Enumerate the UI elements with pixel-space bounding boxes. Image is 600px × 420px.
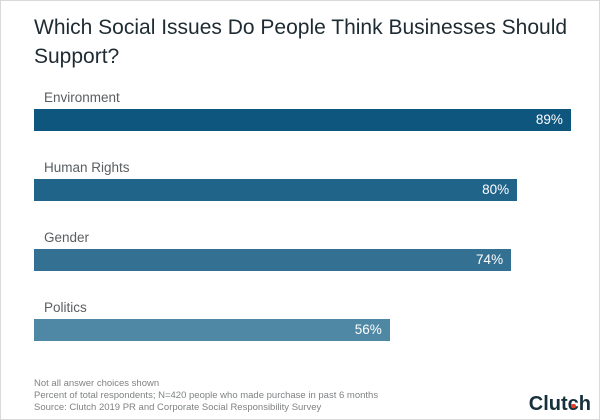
bar-row-environment: Environment 89%: [34, 86, 583, 156]
clutch-logo: Clutch: [529, 393, 591, 416]
bar-value-label: 56%: [354, 322, 382, 337]
bar-track: 74%: [34, 249, 583, 271]
bar-row-gender: Gender 74%: [34, 226, 583, 296]
bar-value-label: 89%: [535, 112, 563, 127]
bar-value-label: 74%: [476, 252, 504, 267]
clutch-logo-dot: [571, 403, 576, 408]
bar-row-politics: Politics 56%: [34, 296, 583, 366]
bar-gender: 74%: [34, 249, 512, 271]
chart-title: Which Social Issues Do People Think Busi…: [34, 16, 568, 68]
category-label-human-rights: Human Rights: [44, 160, 130, 175]
footnote-line: Not all answer choices shown: [34, 378, 160, 389]
bar-track: 56%: [34, 319, 583, 341]
bar-value-label: 80%: [482, 182, 510, 197]
bar-politics: 56%: [34, 319, 390, 341]
category-label-environment: Environment: [44, 90, 120, 105]
bar-track: 89%: [34, 109, 583, 131]
category-label-gender: Gender: [44, 230, 90, 245]
footnote-line: Source: Clutch 2019 PR and Corporate Soc…: [34, 402, 322, 413]
bar-track: 80%: [34, 179, 583, 201]
bar-row-human-rights: Human Rights 80%: [34, 156, 583, 226]
bar-human-rights: 80%: [34, 179, 518, 201]
category-label-politics: Politics: [44, 300, 87, 315]
footnotes: Not all answer choices shown Percent of …: [34, 378, 378, 414]
bar-environment: 89%: [34, 109, 571, 131]
clutch-logo-text: Clutch: [528, 393, 591, 415]
footnote-line: Percent of total respondents; N=420 peop…: [34, 390, 379, 401]
